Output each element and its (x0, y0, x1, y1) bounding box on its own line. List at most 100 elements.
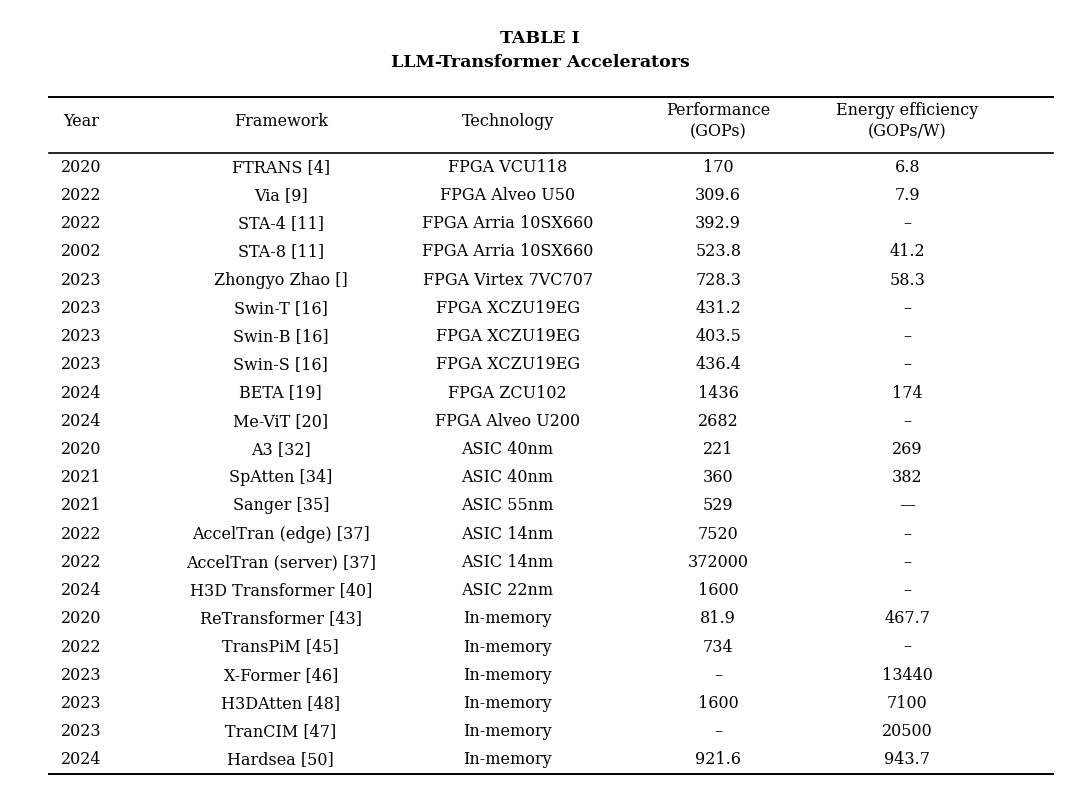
Text: TABLE I: TABLE I (500, 30, 580, 47)
Text: 921.6: 921.6 (696, 752, 741, 768)
Text: –: – (714, 723, 723, 741)
Text: 2002: 2002 (60, 243, 102, 260)
Text: –: – (903, 300, 912, 317)
Text: 2023: 2023 (60, 667, 102, 684)
Text: FPGA Alveo U50: FPGA Alveo U50 (440, 187, 576, 204)
Text: In-memory: In-memory (463, 723, 552, 741)
Text: 2023: 2023 (60, 300, 102, 317)
Text: Swin-B [16]: Swin-B [16] (233, 328, 328, 346)
Text: In-memory: In-memory (463, 752, 552, 768)
Text: In-memory: In-memory (463, 695, 552, 712)
Text: ASIC 22nm: ASIC 22nm (461, 582, 554, 599)
Text: FPGA XCZU19EG: FPGA XCZU19EG (435, 300, 580, 317)
Text: Via [9]: Via [9] (254, 187, 308, 204)
Text: 13440: 13440 (881, 667, 933, 684)
Text: 170: 170 (703, 159, 733, 176)
Text: 20500: 20500 (882, 723, 932, 741)
Text: —: — (900, 497, 915, 515)
Text: –: – (903, 215, 912, 232)
Text: 1436: 1436 (698, 385, 739, 401)
Text: –: – (903, 638, 912, 656)
Text: 372000: 372000 (688, 554, 748, 571)
Text: FPGA Alveo U200: FPGA Alveo U200 (435, 413, 580, 430)
Text: 7520: 7520 (698, 526, 739, 543)
Text: 2682: 2682 (698, 413, 739, 430)
Text: AccelTran (edge) [37]: AccelTran (edge) [37] (192, 526, 369, 543)
Text: –: – (903, 413, 912, 430)
Text: 81.9: 81.9 (700, 610, 737, 627)
Text: 529: 529 (703, 497, 733, 515)
Text: Hardsea [50]: Hardsea [50] (228, 752, 334, 768)
Text: FPGA Arria 10SX660: FPGA Arria 10SX660 (422, 215, 593, 232)
Text: 2021: 2021 (60, 497, 102, 515)
Text: 382: 382 (892, 469, 922, 486)
Text: 2023: 2023 (60, 695, 102, 712)
Text: Technology: Technology (461, 113, 554, 130)
Text: 2022: 2022 (60, 526, 102, 543)
Text: Energy efficiency
(GOPs/W): Energy efficiency (GOPs/W) (836, 102, 978, 140)
Text: FPGA XCZU19EG: FPGA XCZU19EG (435, 328, 580, 346)
Text: TranCIM [47]: TranCIM [47] (225, 723, 337, 741)
Text: STA-4 [11]: STA-4 [11] (238, 215, 324, 232)
Text: –: – (903, 526, 912, 543)
Text: 269: 269 (892, 441, 922, 458)
Text: 309.6: 309.6 (696, 187, 741, 204)
Text: FTRANS [4]: FTRANS [4] (232, 159, 329, 176)
Text: ASIC 55nm: ASIC 55nm (461, 497, 554, 515)
Text: 523.8: 523.8 (696, 243, 741, 260)
Text: H3D Transformer [40]: H3D Transformer [40] (190, 582, 372, 599)
Text: 2024: 2024 (60, 413, 102, 430)
Text: A3 [32]: A3 [32] (251, 441, 311, 458)
Text: H3DAtten [48]: H3DAtten [48] (221, 695, 340, 712)
Text: 221: 221 (703, 441, 733, 458)
Text: 360: 360 (703, 469, 733, 486)
Text: 7.9: 7.9 (894, 187, 920, 204)
Text: AccelTran (server) [37]: AccelTran (server) [37] (186, 554, 376, 571)
Text: Swin-T [16]: Swin-T [16] (234, 300, 327, 317)
Text: 392.9: 392.9 (696, 215, 741, 232)
Text: In-memory: In-memory (463, 610, 552, 627)
Text: 467.7: 467.7 (885, 610, 930, 627)
Text: Year: Year (63, 113, 99, 130)
Text: In-memory: In-memory (463, 667, 552, 684)
Text: 7100: 7100 (887, 695, 928, 712)
Text: 2024: 2024 (60, 582, 102, 599)
Text: FPGA Virtex 7VC707: FPGA Virtex 7VC707 (422, 271, 593, 289)
Text: BETA [19]: BETA [19] (240, 385, 322, 401)
Text: Framework: Framework (233, 113, 328, 130)
Text: 2023: 2023 (60, 271, 102, 289)
Text: 41.2: 41.2 (890, 243, 924, 260)
Text: ASIC 14nm: ASIC 14nm (461, 526, 554, 543)
Text: FPGA Arria 10SX660: FPGA Arria 10SX660 (422, 243, 593, 260)
Text: –: – (714, 667, 723, 684)
Text: 728.3: 728.3 (696, 271, 741, 289)
Text: FPGA VCU118: FPGA VCU118 (448, 159, 567, 176)
Text: Swin-S [16]: Swin-S [16] (233, 357, 328, 373)
Text: 174: 174 (892, 385, 922, 401)
Text: 2024: 2024 (60, 752, 102, 768)
Text: FPGA XCZU19EG: FPGA XCZU19EG (435, 357, 580, 373)
Text: 2022: 2022 (60, 187, 102, 204)
Text: 2023: 2023 (60, 357, 102, 373)
Text: 2022: 2022 (60, 215, 102, 232)
Text: 2022: 2022 (60, 638, 102, 656)
Text: 734: 734 (703, 638, 733, 656)
Text: 436.4: 436.4 (696, 357, 741, 373)
Text: ASIC 40nm: ASIC 40nm (461, 469, 554, 486)
Text: FPGA ZCU102: FPGA ZCU102 (448, 385, 567, 401)
Text: 2020: 2020 (60, 610, 102, 627)
Text: 6.8: 6.8 (894, 159, 920, 176)
Text: 2021: 2021 (60, 469, 102, 486)
Text: 943.7: 943.7 (885, 752, 930, 768)
Text: 2023: 2023 (60, 723, 102, 741)
Text: Performance
(GOPs): Performance (GOPs) (666, 102, 770, 140)
Text: –: – (903, 357, 912, 373)
Text: X-Former [46]: X-Former [46] (224, 667, 338, 684)
Text: 2023: 2023 (60, 328, 102, 346)
Text: Zhongyo Zhao []: Zhongyo Zhao [] (214, 271, 348, 289)
Text: ASIC 40nm: ASIC 40nm (461, 441, 554, 458)
Text: 2020: 2020 (60, 441, 102, 458)
Text: Me-ViT [20]: Me-ViT [20] (233, 413, 328, 430)
Text: In-memory: In-memory (463, 638, 552, 656)
Text: Sanger [35]: Sanger [35] (232, 497, 329, 515)
